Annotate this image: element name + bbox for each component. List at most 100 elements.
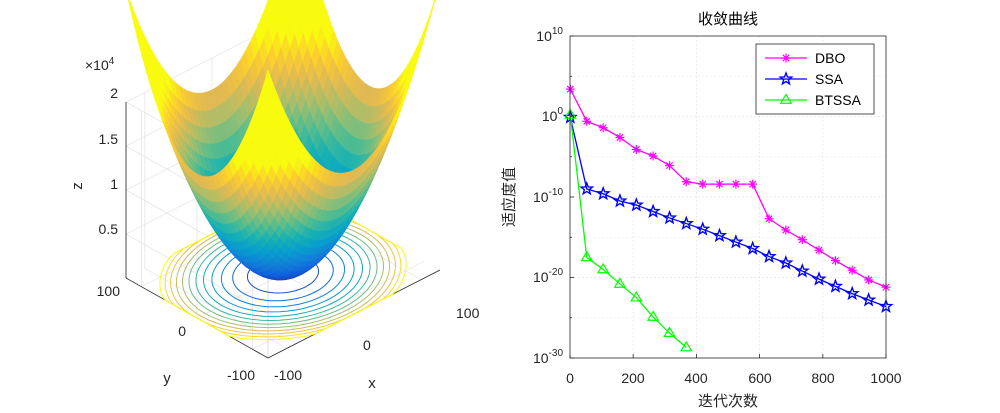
legend-label-dbo: DBO [815, 50, 845, 66]
data-point-dbo [598, 123, 608, 133]
x-tick-neg100: -100 [274, 367, 302, 383]
series-dbo [565, 84, 891, 292]
y-tick-0: 0 [178, 323, 186, 339]
data-point-dbo [698, 179, 708, 189]
z-tick-0-5: 0.5 [99, 221, 119, 237]
data-point-dbo [615, 132, 625, 142]
series-btssa [564, 108, 693, 352]
x-tick-1000: 1000 [870, 370, 901, 386]
data-point-dbo [781, 225, 791, 235]
z-tick-1: 1 [110, 176, 118, 192]
data-point-dbo-stroke [583, 117, 591, 125]
data-point-dbo-stroke [782, 226, 790, 234]
z-axis-label: z [69, 182, 86, 190]
data-point-dbo [648, 151, 658, 161]
data-point-dbo [864, 275, 874, 285]
data-point-dbo-stroke [682, 178, 690, 186]
data-point-dbo [797, 235, 807, 245]
y-tick-1e0: 100 [542, 106, 564, 124]
data-point-dbo-stroke [865, 276, 873, 284]
data-point-dbo [764, 214, 774, 224]
data-point-dbo [582, 116, 592, 126]
data-point-dbo-stroke [732, 180, 740, 188]
data-point-ssa [711, 227, 728, 243]
z-tick-2: 2 [110, 85, 118, 101]
data-point-ssa [661, 209, 678, 225]
legend-label-btssa: BTSSA [815, 92, 862, 108]
data-point-dbo-stroke [831, 257, 840, 265]
data-point-dbo-stroke [632, 145, 640, 154]
data-point-btssa [646, 310, 660, 321]
x-tick-0: 0 [566, 370, 574, 386]
data-point-dbo [714, 179, 724, 189]
grid-lines [570, 36, 886, 358]
x-axis-label: x [368, 375, 376, 392]
data-point-ssa [778, 254, 794, 270]
data-point-ssa [811, 271, 827, 286]
y-tick-1e-30: 10-30 [533, 348, 563, 366]
x-tick-0: 0 [363, 337, 371, 353]
data-point-dbo-stroke [798, 236, 806, 244]
data-point-btssa [663, 326, 676, 337]
y-tick-neg100: -100 [227, 367, 255, 383]
x-axis-label: 迭代次数 [698, 392, 758, 410]
data-point-dbo-stroke [699, 180, 707, 188]
data-point-dbo [847, 265, 857, 275]
data-point-ssa [745, 240, 761, 256]
y-tick-100: 100 [97, 283, 121, 299]
data-point-dbo [631, 145, 641, 155]
data-point-btssa [613, 277, 627, 288]
data-point-ssa [678, 215, 694, 231]
data-point-dbo-stroke [616, 133, 624, 142]
data-point-ssa [628, 197, 644, 212]
data-point-btssa [680, 340, 693, 352]
data-point-dbo-stroke [749, 180, 757, 188]
data-point-dbo-stroke [765, 215, 773, 223]
surface-mesh [128, 0, 436, 281]
surface-patch [294, 0, 297, 5]
axis-ticks [569, 35, 887, 359]
data-point-dbo-stroke [649, 152, 657, 160]
x-tick-800: 800 [811, 370, 835, 386]
convergence-plot: 收敛曲线 10-30 10-20 10-10 100 1010 0 200 40… [500, 10, 902, 410]
y-tick-1e-10: 10-10 [533, 187, 563, 205]
legend: DBO SSA BTSSA [755, 43, 875, 115]
surface-plot: F6 ×104 2 1.5 1 0.5 z 100 0 -100 y -100 … [69, 0, 480, 392]
x-tick-400: 400 [684, 370, 708, 386]
x-tick-600: 600 [748, 370, 772, 386]
z-multiplier: ×104 [85, 56, 115, 73]
y-tick-1e10: 1010 [536, 26, 563, 44]
data-point-dbo-stroke [715, 180, 724, 188]
data-point-dbo [665, 161, 675, 171]
y-axis-label: y [163, 370, 171, 387]
series-ssa [562, 109, 894, 313]
data-point-dbo-stroke [599, 124, 607, 132]
data-point-ssa [761, 248, 777, 264]
data-point-ssa [860, 292, 877, 307]
data-point-ssa [612, 193, 628, 208]
x-tick-200: 200 [621, 370, 645, 386]
convergence-title: 收敛曲线 [698, 10, 758, 28]
data-point-dbo [681, 177, 691, 187]
data-point-dbo [731, 179, 741, 189]
data-point-btssa [580, 250, 594, 262]
data-point-dbo-stroke [665, 162, 674, 170]
data-point-ssa [794, 263, 810, 278]
data-point-dbo-stroke [848, 266, 856, 274]
series-lines [562, 84, 894, 352]
data-point-ssa [579, 180, 595, 196]
data-point-dbo [748, 179, 758, 189]
data-point-dbo-stroke [815, 246, 823, 254]
legend-marker-dbo-stroke [782, 54, 790, 62]
data-point-ssa [827, 278, 844, 293]
y-tick-1e-20: 10-20 [533, 267, 563, 285]
data-point-btssa [630, 290, 643, 302]
data-point-ssa [695, 221, 711, 236]
legend-markers [765, 53, 807, 104]
legend-label-ssa: SSA [815, 71, 844, 87]
legend-marker-ssa [778, 70, 794, 86]
legend-marker-btssa [779, 93, 793, 104]
series-line-btssa [569, 114, 687, 349]
z-tick-1-5: 1.5 [99, 131, 119, 147]
